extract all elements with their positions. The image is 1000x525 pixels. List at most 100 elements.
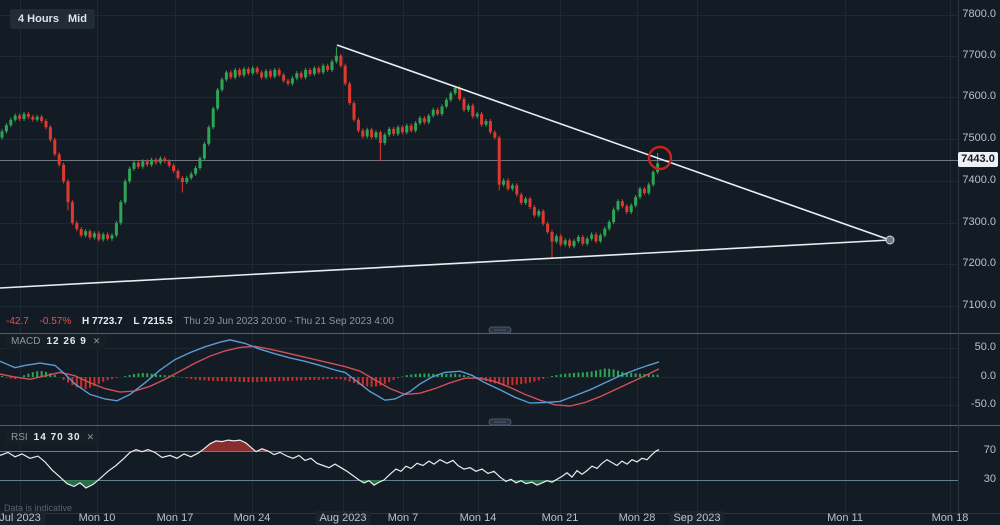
candle-body: [625, 206, 629, 212]
time-axis-label: Mon 18: [931, 512, 969, 524]
candle-body: [251, 68, 255, 74]
candle-body: [524, 198, 528, 203]
candle-body: [440, 106, 444, 114]
candle-body: [176, 170, 180, 178]
candle-body: [163, 158, 167, 162]
candle-body: [119, 202, 123, 223]
data-indicative-watermark: Data is indicative: [4, 503, 73, 513]
candle-body: [462, 99, 466, 110]
rsi-axis-label: 30: [983, 473, 996, 485]
candle-body: [66, 181, 70, 203]
trendline[interactable]: [336, 44, 891, 241]
candle-body: [286, 80, 290, 84]
candle-body: [598, 235, 602, 242]
price-axis-label: 7500.0: [962, 132, 996, 144]
candle-body: [216, 89, 220, 109]
candle-body: [365, 129, 369, 137]
rsi-name: RSI: [11, 432, 28, 443]
trendline-endpoint-handle[interactable]: [885, 235, 895, 245]
candle-body: [647, 184, 651, 193]
macd-axis-label: -50.0: [970, 398, 996, 410]
candle-body: [0, 131, 4, 138]
time-axis-label: Jul 2023: [0, 511, 45, 525]
high-value: H 7723.7: [82, 316, 123, 327]
candle-body: [238, 69, 242, 76]
rsi-overbought-fill: [201, 440, 255, 451]
candle-body: [233, 69, 237, 78]
candle-body: [453, 87, 457, 94]
price-type-button[interactable]: Mid: [60, 9, 95, 29]
candle-body: [4, 125, 8, 132]
highlight-circle-annotation[interactable]: [647, 145, 673, 171]
candle-body: [484, 121, 488, 125]
candle-body: [40, 116, 44, 121]
candle-body: [559, 236, 563, 245]
change-percent: -0.57%: [39, 316, 72, 327]
candle-body: [224, 72, 228, 80]
candle-body: [616, 201, 620, 210]
candle-body: [475, 113, 479, 117]
candle-body: [493, 132, 497, 138]
candle-body: [290, 78, 294, 84]
candle-body: [488, 121, 492, 133]
macd-indicator-label[interactable]: MACD 12 26 9 ✕: [5, 334, 107, 349]
candle-body: [612, 209, 616, 223]
candle-body: [458, 87, 462, 99]
candle-body: [418, 118, 422, 124]
candle-body: [405, 125, 409, 133]
candle-body: [158, 158, 162, 163]
candle-body: [409, 125, 413, 131]
candle-body: [26, 113, 30, 117]
rsi-indicator-label[interactable]: RSI 14 70 30 ✕: [5, 430, 101, 445]
candle-body: [576, 237, 580, 242]
rsi-close-icon[interactable]: ✕: [86, 432, 95, 442]
candle-body: [330, 61, 334, 70]
candle-body: [471, 105, 475, 117]
candle-body: [554, 236, 558, 242]
candle-body: [264, 71, 268, 78]
change-value: -42.7: [6, 316, 29, 327]
candle-body: [295, 73, 299, 79]
price-axis-label: 7800.0: [962, 8, 996, 20]
candle-body: [150, 159, 154, 165]
candle-body: [136, 162, 140, 167]
candle-body: [326, 65, 330, 70]
macd-close-icon[interactable]: ✕: [92, 336, 101, 346]
status-line: -42.7 -0.57% H 7723.7 L 7215.5 Thu 29 Ju…: [6, 316, 394, 327]
time-axis-label: Mon 7: [387, 512, 419, 524]
candle-body: [207, 127, 211, 144]
trendline[interactable]: [0, 239, 891, 289]
candle-body: [9, 119, 13, 126]
time-axis-label: Mon 24: [233, 512, 271, 524]
candle-body: [141, 161, 145, 167]
candle-body: [343, 65, 347, 84]
candle-body: [603, 228, 607, 236]
candle-body: [92, 233, 96, 238]
candle-body: [387, 128, 391, 135]
candle-body: [268, 71, 272, 77]
candle-body: [242, 69, 246, 76]
candle-body: [53, 139, 57, 155]
candle-body: [101, 234, 105, 240]
macd-params: 12 26 9: [46, 336, 87, 347]
candle-body: [44, 121, 48, 128]
candle-body: [348, 83, 352, 104]
price-axis-label: 7300.0: [962, 216, 996, 228]
candle-body: [167, 161, 171, 166]
macd-axis-label: 0.0: [980, 370, 996, 382]
time-axis-label: Aug 2023: [315, 511, 371, 525]
timeframe-button[interactable]: 4 Hours: [10, 9, 67, 29]
price-axis-label: 7100.0: [962, 299, 996, 311]
candle-body: [651, 172, 655, 185]
candle-body: [585, 238, 589, 244]
candle-body: [202, 143, 206, 159]
candle-body: [510, 185, 514, 189]
candle-body: [497, 137, 501, 185]
candle-body: [128, 168, 132, 182]
candle-body: [154, 159, 158, 163]
candle-body: [519, 194, 523, 203]
candle-body: [31, 116, 35, 120]
candle-body: [18, 115, 22, 119]
candle-body: [532, 207, 536, 216]
